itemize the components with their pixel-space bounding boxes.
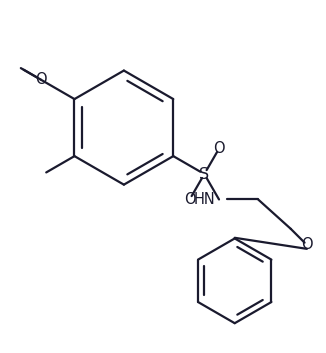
Text: S: S [199, 167, 209, 181]
Text: O: O [301, 238, 313, 252]
Text: O: O [35, 72, 46, 87]
Text: HN: HN [194, 192, 216, 207]
Text: O: O [184, 192, 196, 207]
Text: O: O [213, 141, 225, 156]
